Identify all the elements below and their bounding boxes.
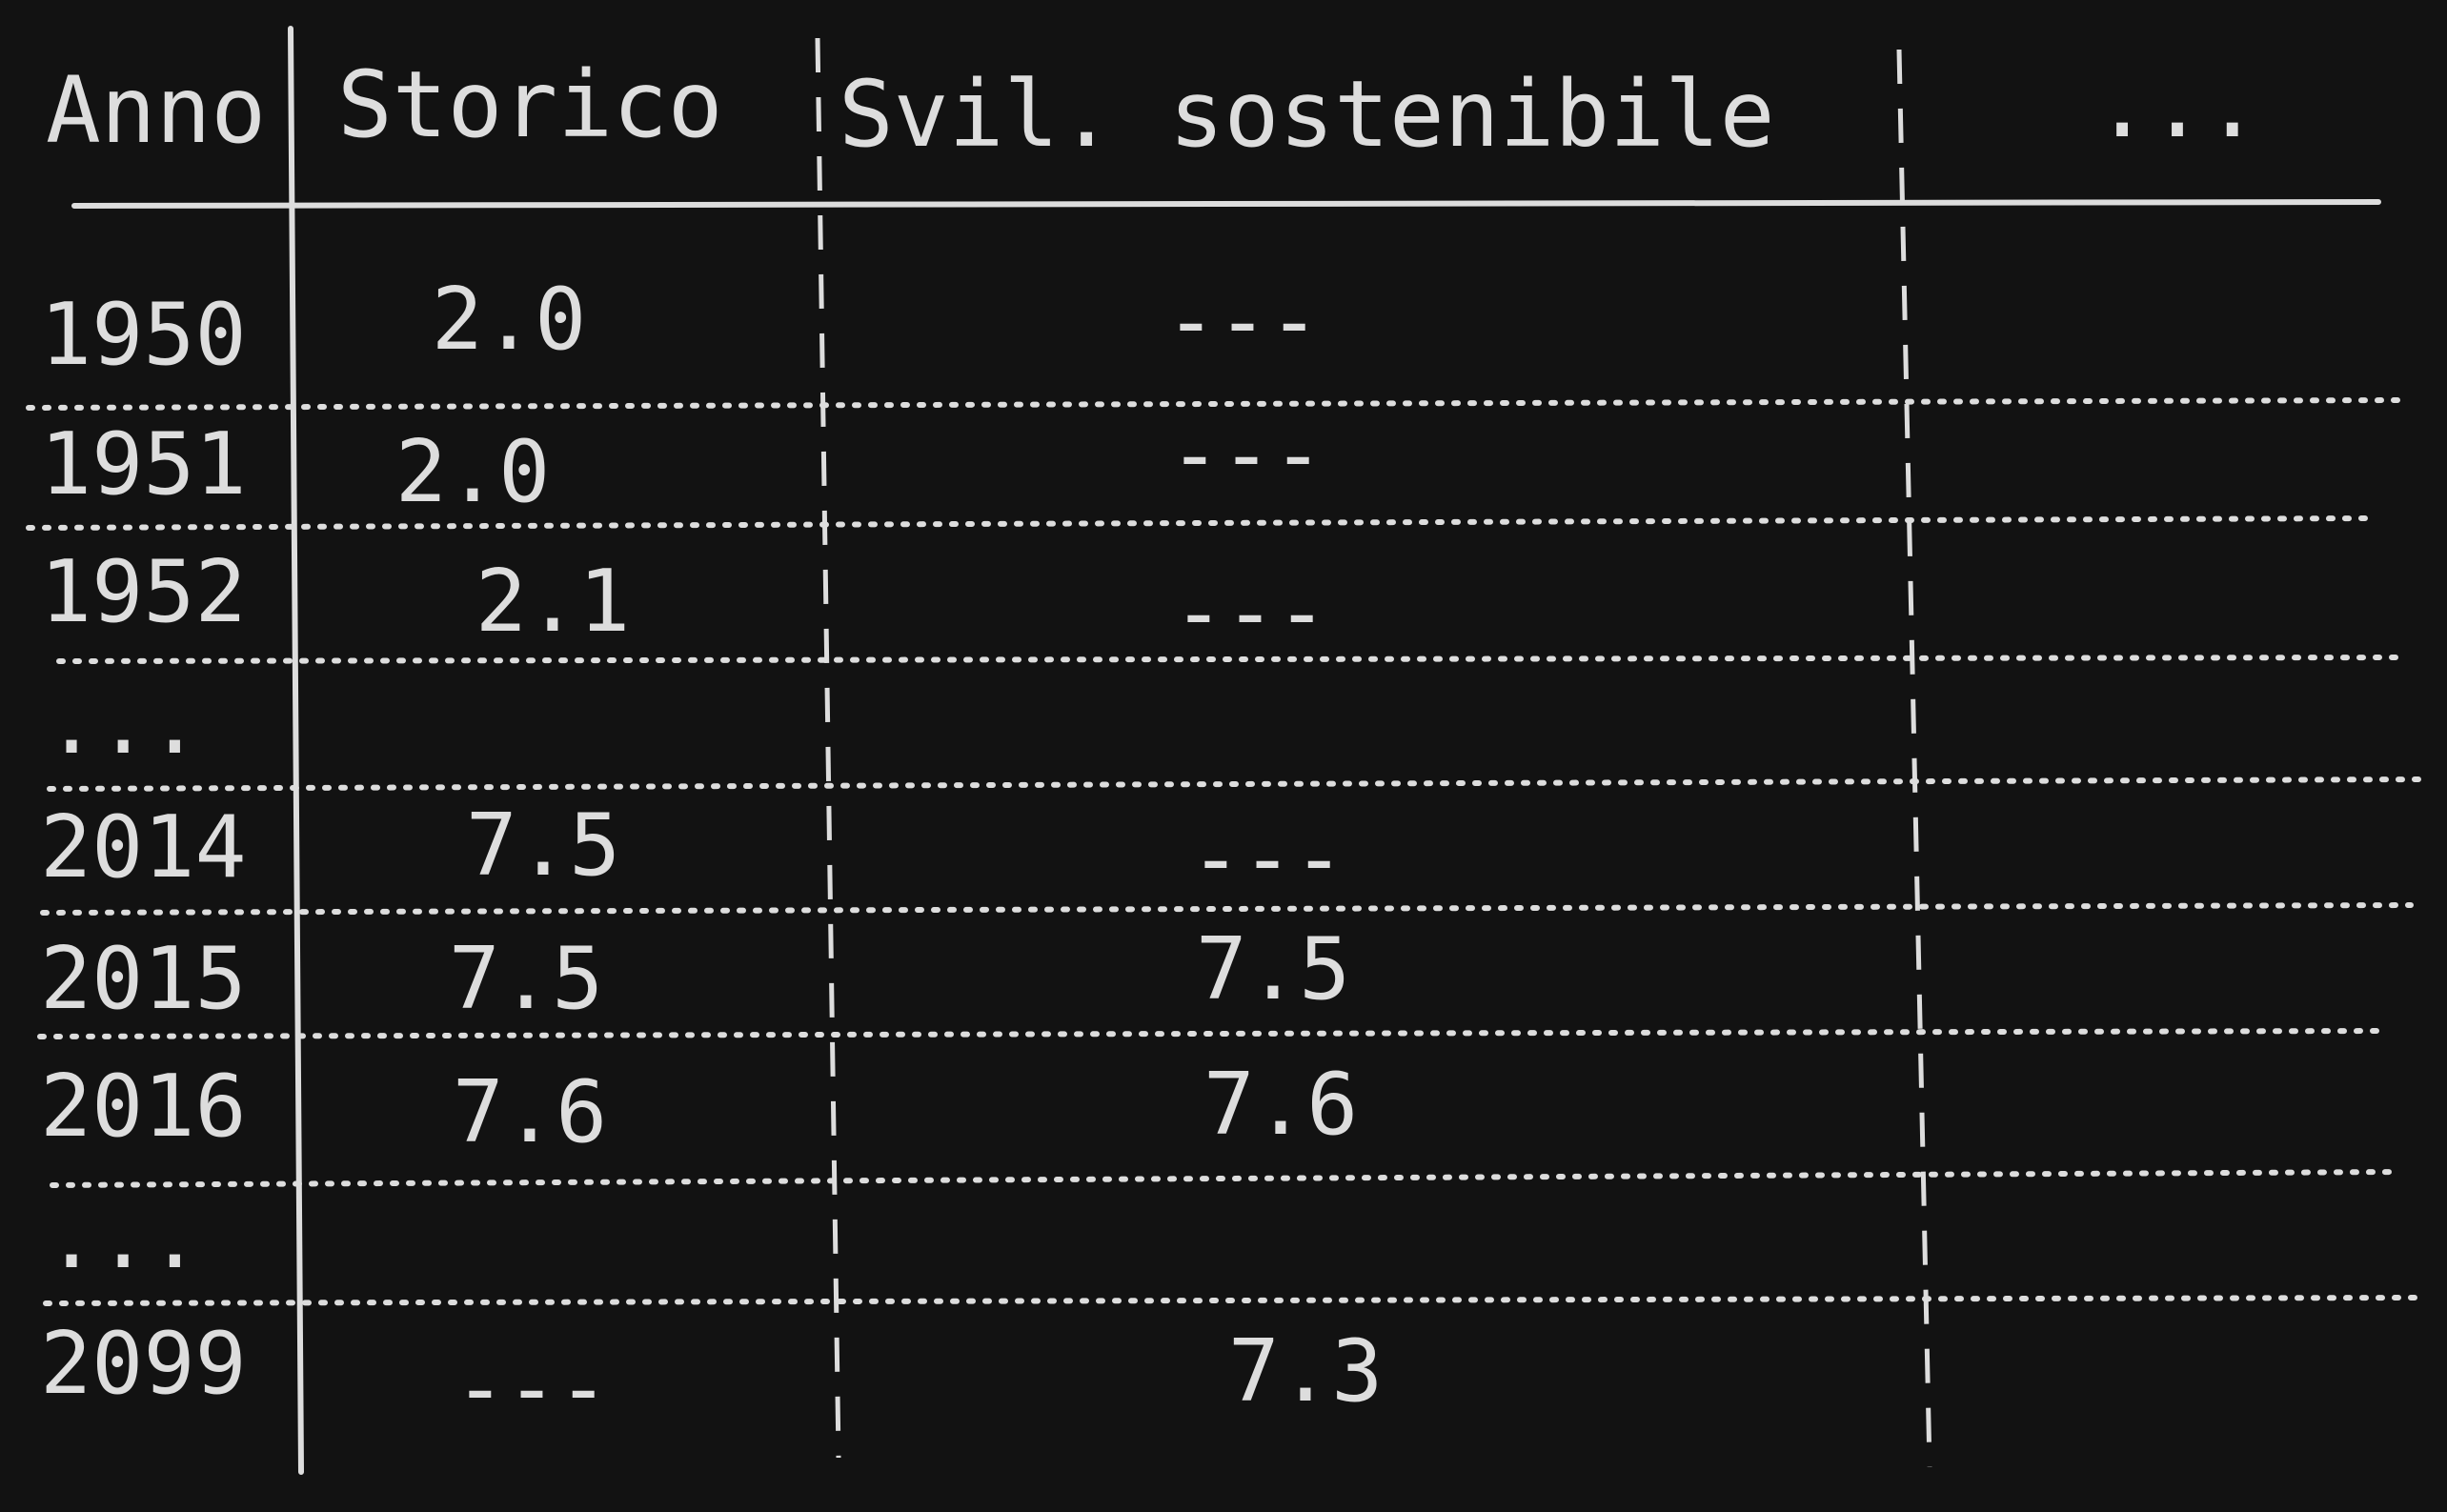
row-separator <box>26 397 2402 411</box>
cell-storico-1952: 2.1 <box>475 552 631 652</box>
cell-anno-ellipsis: ... <box>46 674 201 774</box>
cell-anno-1951: 1951 <box>40 414 247 514</box>
cell-storico-2099: --- <box>454 1339 610 1439</box>
cell-sostenibile-1951: --- <box>1168 405 1325 505</box>
cell-anno-ellipsis: ... <box>46 1188 201 1288</box>
row-separator <box>26 515 2376 531</box>
row-separator <box>40 902 2414 916</box>
storico-column-divider <box>815 37 841 1459</box>
row-separator <box>37 1028 2387 1039</box>
cell-sostenibile-2014: --- <box>1189 809 1345 909</box>
cell-anno-2099: 2099 <box>40 1314 247 1414</box>
cell-storico-1950: 2.0 <box>431 270 587 370</box>
row-separator <box>56 655 2406 664</box>
cell-storico-2014: 7.5 <box>465 796 621 896</box>
cell-storico-2016: 7.6 <box>452 1062 608 1162</box>
cell-anno-1950: 1950 <box>40 285 247 385</box>
row-separator <box>47 776 2423 792</box>
sostenibile-column-divider <box>1896 49 1932 1468</box>
cell-sostenibile-1950: --- <box>1164 272 1321 372</box>
cell-anno-2015: 2015 <box>40 929 247 1029</box>
row-separator <box>43 1295 2421 1306</box>
header-storico: Storico <box>337 51 723 158</box>
header-underline <box>71 199 2381 209</box>
header-anno: Anno <box>46 57 267 164</box>
cell-storico-2015: 7.5 <box>448 929 604 1029</box>
header-sostenibile: Svil. sostenibile <box>839 61 1775 168</box>
cell-sostenibile-1952: --- <box>1172 563 1328 663</box>
cell-storico-1951: 2.0 <box>394 422 551 522</box>
cell-anno-2016: 2016 <box>40 1057 247 1157</box>
cell-anno-2014: 2014 <box>40 797 247 897</box>
header-more: ... <box>2094 51 2260 158</box>
anno-column-divider <box>288 26 304 1475</box>
cell-sostenibile-2099: 7.3 <box>1227 1321 1384 1421</box>
row-separator <box>50 1169 2402 1188</box>
cell-sostenibile-2015: 7.5 <box>1195 919 1351 1019</box>
cell-anno-1952: 1952 <box>40 542 247 642</box>
cell-sostenibile-2016: 7.6 <box>1203 1055 1359 1155</box>
